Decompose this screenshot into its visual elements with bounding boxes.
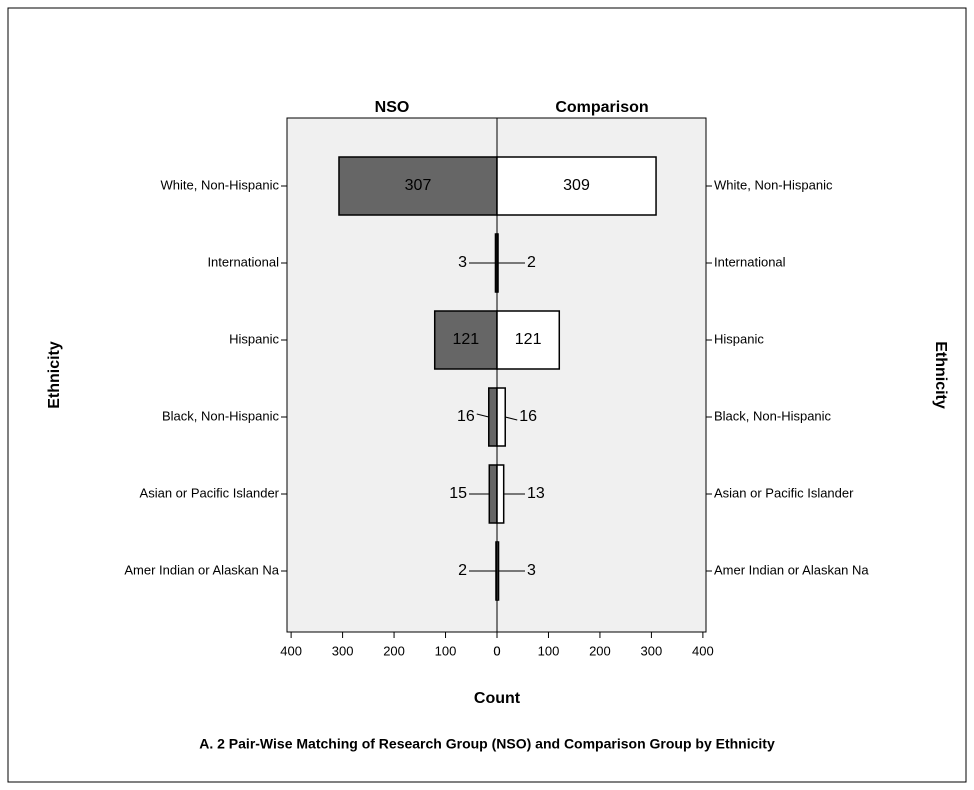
data-label: 2 xyxy=(527,254,536,271)
y-tick-label: Black, Non-Hispanic xyxy=(162,408,280,423)
x-tick-label: 100 xyxy=(538,643,560,658)
leader-line xyxy=(505,416,518,421)
x-tick-label: 400 xyxy=(280,643,302,658)
y-tick-label-right: Amer Indian or Alaskan Na xyxy=(714,562,869,577)
data-label: 13 xyxy=(527,485,545,502)
data-label: 121 xyxy=(453,331,480,348)
y-tick-label: International xyxy=(207,254,279,269)
y-tick-label-right: International xyxy=(714,254,786,269)
x-tick-label: 200 xyxy=(383,643,405,658)
data-label: 16 xyxy=(457,408,475,425)
y-tick-label: White, Non-Hispanic xyxy=(161,177,280,192)
bar xyxy=(488,464,498,524)
x-tick-label: 100 xyxy=(435,643,457,658)
bar xyxy=(496,156,657,216)
y-tick-label-right: Asian or Pacific Islander xyxy=(714,485,854,500)
x-tick-label: 300 xyxy=(332,643,354,658)
bar xyxy=(496,541,500,601)
x-tick-label: 200 xyxy=(589,643,611,658)
y-axis-title: Ethnicity xyxy=(46,341,63,409)
chart-title: A. 2 Pair-Wise Matching of Research Grou… xyxy=(199,736,775,752)
x-tick-label: 0 xyxy=(493,643,500,658)
x-axis-title: Count xyxy=(474,690,521,707)
bar xyxy=(496,233,499,293)
leader-line xyxy=(476,413,489,418)
legend-label: Comparison xyxy=(555,99,648,116)
y-tick-label: Hispanic xyxy=(229,331,279,346)
bar xyxy=(433,310,498,370)
bar xyxy=(488,387,498,447)
y-tick-label: Asian or Pacific Islander xyxy=(140,485,280,500)
data-label: 3 xyxy=(458,254,467,271)
y-tick-label-right: Hispanic xyxy=(714,331,764,346)
data-label: 15 xyxy=(449,485,467,502)
data-label: 16 xyxy=(519,408,537,425)
y-tick-label-right: Black, Non-Hispanic xyxy=(714,408,832,423)
legend-label: NSO xyxy=(375,99,410,116)
y-axis-title-right: Ethnicity xyxy=(932,341,949,409)
x-tick-label: 300 xyxy=(641,643,663,658)
x-tick-label: 0 xyxy=(493,643,500,658)
y-tick-label-right: White, Non-Hispanic xyxy=(714,177,833,192)
data-label: 307 xyxy=(405,177,432,194)
data-label: 2 xyxy=(458,562,467,579)
data-label: 121 xyxy=(515,331,542,348)
y-tick-label: Amer Indian or Alaskan Na xyxy=(124,562,279,577)
bar xyxy=(496,310,561,370)
x-tick-label: 400 xyxy=(692,643,714,658)
data-label: 309 xyxy=(563,177,590,194)
data-label: 3 xyxy=(527,562,536,579)
bar xyxy=(338,156,498,216)
bar xyxy=(496,387,506,447)
bar xyxy=(496,464,505,524)
